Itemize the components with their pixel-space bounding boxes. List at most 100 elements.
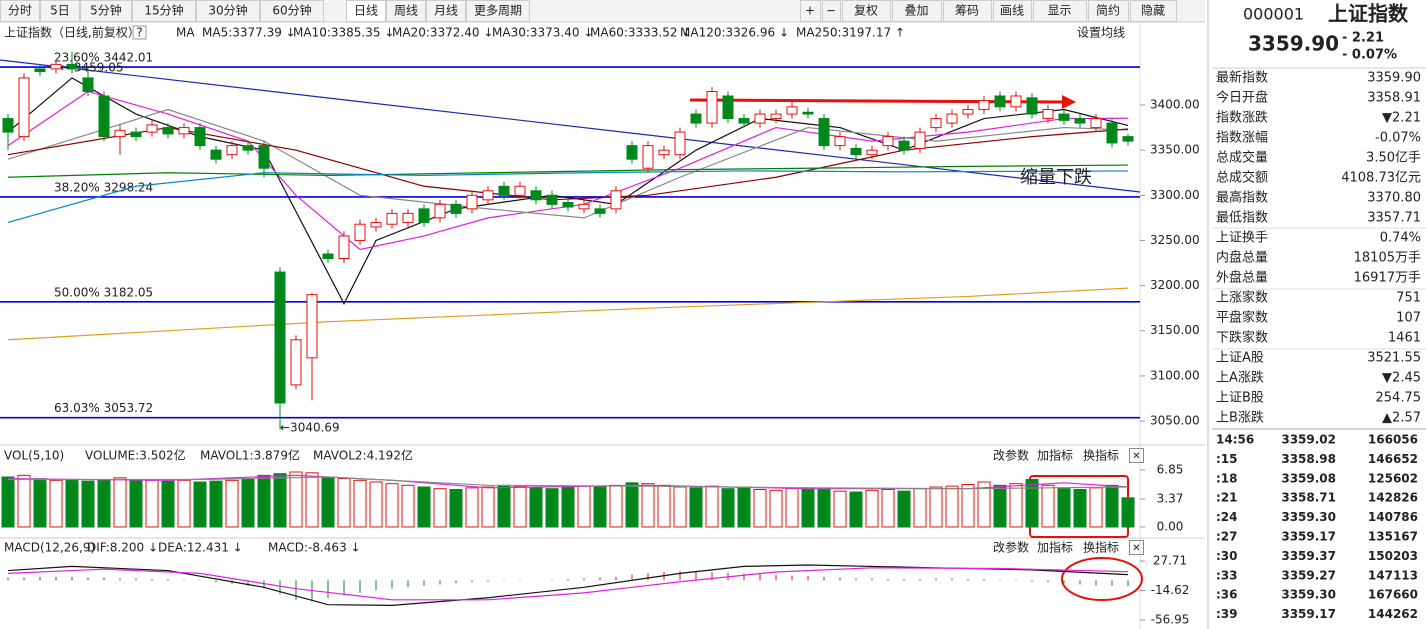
candle-body bbox=[722, 95, 734, 120]
tab-label[interactable]: 月线 bbox=[434, 4, 458, 18]
pane-button[interactable]: 改参数 bbox=[993, 540, 1029, 555]
tool-button[interactable] bbox=[943, 0, 992, 22]
row-value: 3.50亿手 bbox=[1366, 151, 1421, 166]
setting[interactable]: 设置均线 bbox=[1077, 26, 1125, 40]
tab-label[interactable]: 分时 bbox=[8, 4, 32, 18]
tab-label[interactable]: 30分钟 bbox=[208, 3, 247, 18]
candle-body bbox=[610, 190, 622, 210]
tab[interactable] bbox=[260, 0, 324, 22]
volume-bar bbox=[945, 485, 959, 528]
volume-bar bbox=[929, 486, 943, 528]
volume-bar bbox=[593, 486, 607, 528]
candle-body bbox=[162, 127, 174, 135]
volume-bar bbox=[641, 483, 655, 528]
pane-button[interactable]: 换指标 bbox=[1083, 448, 1119, 463]
row-label: 平盘家数 bbox=[1216, 310, 1268, 326]
close-box[interactable] bbox=[1129, 448, 1144, 463]
close[interactable]: ✕ bbox=[1132, 543, 1140, 554]
row-label: 下跌家数 bbox=[1216, 330, 1268, 346]
help[interactable]: ? bbox=[136, 26, 142, 40]
volume-bar bbox=[545, 488, 559, 528]
tick-volume: 135167 bbox=[1368, 530, 1418, 544]
tool-button[interactable] bbox=[842, 0, 891, 22]
volume-bar bbox=[193, 481, 207, 528]
volume-bar bbox=[529, 487, 543, 528]
tab[interactable] bbox=[132, 0, 196, 22]
tool-label[interactable]: 隐藏 bbox=[1141, 4, 1165, 18]
tab[interactable] bbox=[80, 0, 132, 22]
change: - 2.21 bbox=[1342, 31, 1384, 46]
tab[interactable] bbox=[466, 0, 530, 22]
row-value: 751 bbox=[1396, 291, 1421, 306]
tool-button[interactable] bbox=[1088, 0, 1129, 22]
tab-label[interactable]: 周线 bbox=[394, 4, 418, 18]
volume-bar bbox=[257, 474, 271, 528]
candle-body bbox=[514, 185, 526, 196]
tab-label[interactable]: 更多周期 bbox=[474, 4, 522, 18]
tick-time: :33 bbox=[1216, 568, 1238, 582]
candle-body bbox=[562, 202, 574, 208]
tab-label[interactable]: 5分钟 bbox=[90, 3, 122, 18]
tool-label[interactable]: 叠加 bbox=[904, 4, 928, 18]
pane-header: DIF:8.200 ↓ bbox=[87, 541, 158, 555]
pane-button[interactable]: 换指标 bbox=[1083, 540, 1119, 555]
row-value: 4108.73亿元 bbox=[1341, 171, 1421, 186]
tool-label[interactable]: 复权 bbox=[854, 4, 878, 18]
y-tick-label: 6.85 bbox=[1157, 462, 1184, 476]
candle-body bbox=[786, 106, 798, 115]
volume-bar bbox=[273, 473, 287, 528]
y-tick-label: 3100.00 bbox=[1150, 368, 1200, 382]
tab-label[interactable]: 15分钟 bbox=[144, 3, 183, 18]
tab[interactable] bbox=[0, 0, 40, 22]
volume-bar bbox=[321, 476, 335, 528]
candle-body bbox=[1010, 95, 1022, 108]
candle-body bbox=[818, 118, 830, 147]
candle-body bbox=[66, 63, 78, 70]
volume-bar bbox=[385, 483, 399, 528]
pane-button[interactable]: 加指标 bbox=[1037, 540, 1073, 555]
y-tick-label: 3350.00 bbox=[1150, 143, 1200, 157]
row-value: 3521.55 bbox=[1367, 351, 1421, 366]
candle-body bbox=[738, 118, 750, 124]
tool-label[interactable]: 简约 bbox=[1096, 3, 1120, 18]
tool-button[interactable] bbox=[800, 0, 821, 22]
close[interactable]: ✕ bbox=[1132, 451, 1140, 462]
tab-label[interactable]: 日线 bbox=[354, 4, 378, 18]
tool-label[interactable]: 显示 bbox=[1047, 4, 1071, 18]
tab[interactable] bbox=[386, 0, 426, 22]
candle-body bbox=[1122, 136, 1134, 142]
tab[interactable] bbox=[40, 0, 80, 22]
close-box[interactable] bbox=[1129, 540, 1144, 555]
tool-label[interactable]: 画线 bbox=[1000, 4, 1024, 18]
tool-label[interactable]: 筹码 bbox=[955, 4, 979, 18]
help-box[interactable] bbox=[132, 25, 147, 40]
row-label: 最新指数 bbox=[1216, 70, 1268, 86]
tab[interactable] bbox=[196, 0, 260, 22]
candle-body bbox=[594, 208, 606, 214]
tool-button[interactable] bbox=[1033, 0, 1087, 22]
tool-button[interactable] bbox=[993, 0, 1032, 22]
volume-bar bbox=[177, 479, 191, 528]
pane-button[interactable]: 改参数 bbox=[993, 448, 1029, 463]
tool-button[interactable] bbox=[822, 0, 841, 22]
candle-body bbox=[658, 149, 670, 156]
tool-label[interactable]: − bbox=[826, 4, 836, 18]
candle-body bbox=[290, 339, 302, 386]
candle-body bbox=[882, 136, 894, 147]
candle-body bbox=[914, 131, 926, 149]
tab-label[interactable]: 5日 bbox=[50, 4, 70, 18]
tool-button[interactable] bbox=[1130, 0, 1177, 22]
candle-body bbox=[1042, 109, 1054, 120]
tool-button[interactable] bbox=[892, 0, 942, 22]
candle-body bbox=[402, 212, 414, 223]
candle-body bbox=[114, 129, 126, 138]
tab[interactable] bbox=[426, 0, 466, 22]
ma-legend: MA10:3385.35 ↓ bbox=[293, 26, 394, 40]
tool-label[interactable]: + bbox=[805, 4, 815, 18]
tab-label[interactable]: 60分钟 bbox=[272, 3, 311, 18]
pane-button[interactable]: 加指标 bbox=[1037, 448, 1073, 463]
ma-legend: MA60:3333.52 ↓ bbox=[590, 26, 691, 40]
volume-bar bbox=[737, 486, 751, 528]
tab[interactable] bbox=[346, 0, 386, 22]
candle-body bbox=[930, 118, 942, 129]
